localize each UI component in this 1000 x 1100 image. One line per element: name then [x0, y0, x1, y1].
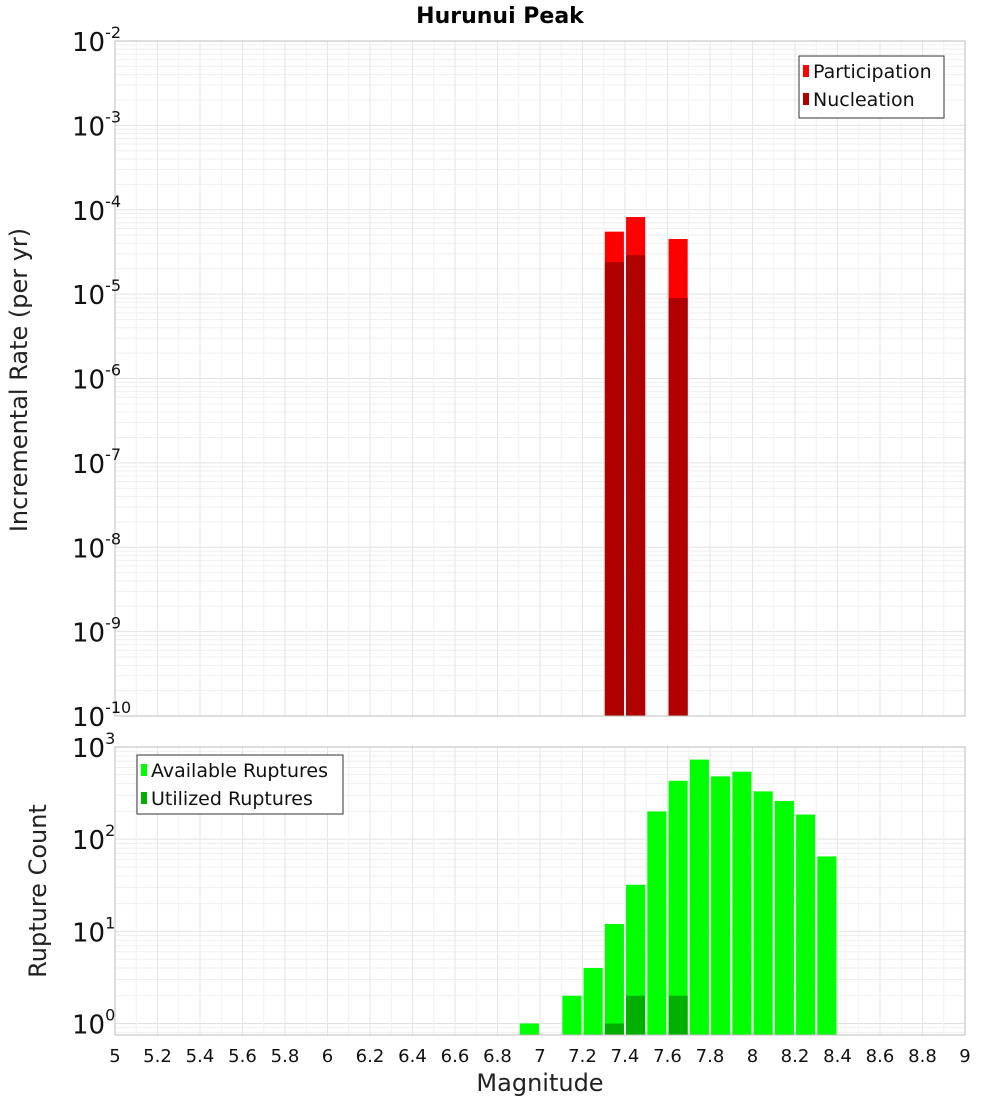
chart-title: Hurunui Peak: [416, 4, 585, 29]
x-tick-label: 7: [534, 1046, 545, 1067]
y-tick-label: 10-2: [72, 23, 121, 58]
legend-label: Utilized Ruptures: [151, 788, 313, 810]
legend: Available Ruptures Utilized Ruptures: [136, 754, 344, 815]
bar-primary: [774, 800, 794, 1035]
bar-secondary: [604, 262, 624, 716]
bar-secondary: [604, 1023, 624, 1035]
bar-primary: [817, 856, 837, 1035]
legend-swatch: [803, 65, 809, 77]
y-tick-label: 10-6: [72, 361, 121, 396]
legend-swatch: [141, 764, 147, 776]
bar-primary: [711, 776, 731, 1035]
plot-frame: [114, 40, 966, 717]
bar-primary: [668, 780, 688, 1035]
y-tick-label: 10-5: [72, 276, 121, 311]
legend-box: [798, 55, 945, 119]
x-tick-label: 6: [322, 1046, 333, 1067]
x-tick-label: 6.8: [483, 1046, 512, 1067]
y-tick-label: 10-3: [72, 107, 121, 142]
bar-secondary: [668, 995, 688, 1035]
y-tick-label: 100: [72, 1005, 115, 1040]
x-tick-label: 7.8: [696, 1046, 725, 1067]
x-axis-label: Magnitude: [476, 1069, 603, 1097]
x-tick-label: 7.4: [611, 1046, 640, 1067]
x-tick-label: 6.6: [441, 1046, 470, 1067]
top-y-axis-label: Incremental Rate (per yr): [5, 228, 33, 532]
x-tick-label: 7.2: [568, 1046, 597, 1067]
x-tick-label: 8.4: [823, 1046, 852, 1067]
legend-label: Nucleation: [813, 89, 915, 111]
x-tick-label: 5.2: [143, 1046, 172, 1067]
panel-1: 103 102 101 100 5 5.2 5.4 5.6 5.8 6 6.2 6.4 6.6 6.8 7 7…: [72, 729, 971, 1067]
bar-secondary: [668, 297, 688, 716]
x-tick-label: 5.4: [186, 1046, 215, 1067]
y-tick-label: 101: [72, 913, 115, 948]
legend: Participation Nucleation: [798, 55, 945, 119]
x-tick-label: 5.6: [228, 1046, 257, 1067]
legend-box: [136, 754, 344, 815]
bar-primary: [562, 995, 582, 1035]
bar-primary: [647, 811, 667, 1035]
bar-primary: [732, 771, 752, 1035]
y-tick-label: 102: [72, 821, 115, 856]
bar-primary: [519, 1023, 539, 1035]
bar-primary: [604, 924, 624, 1035]
x-tick-label: 5.8: [271, 1046, 300, 1067]
bar-primary: [753, 791, 773, 1035]
legend-swatch: [803, 93, 809, 105]
bar-secondary: [626, 255, 646, 716]
x-tick-label: 9: [959, 1046, 970, 1067]
bar-primary: [583, 967, 603, 1035]
legend-label: Participation: [813, 61, 932, 83]
y-tick-label: 10-10: [72, 698, 131, 733]
plot-frame: [114, 746, 966, 1036]
x-tick-label: 5: [109, 1046, 120, 1067]
x-tick-label: 7.6: [653, 1046, 682, 1067]
y-tick-label: 10-8: [72, 529, 121, 564]
y-tick-label: 10-9: [72, 614, 121, 649]
x-tick-label: 6.2: [356, 1046, 385, 1067]
x-tick-label: 6.4: [398, 1046, 427, 1067]
bottom-y-axis-label: Rupture Count: [24, 804, 52, 978]
x-tick-label: 8.6: [866, 1046, 895, 1067]
y-tick-label: 10-4: [72, 192, 121, 227]
bar-secondary: [626, 995, 646, 1035]
legend-label: Available Ruptures: [151, 760, 328, 782]
panel-0: 10-2 10-3 10-4 10-5 10-6 10-7 10-8 10-9 10-10 Par…: [72, 23, 966, 733]
x-tick-label: 8.8: [908, 1046, 937, 1067]
x-tick-label: 8: [747, 1046, 758, 1067]
legend-swatch: [141, 792, 147, 804]
bar-primary: [796, 814, 816, 1035]
bar-primary: [689, 759, 709, 1035]
y-tick-label: 10-7: [72, 445, 121, 480]
x-tick-label: 8.2: [781, 1046, 810, 1067]
y-tick-label: 103: [72, 729, 115, 764]
